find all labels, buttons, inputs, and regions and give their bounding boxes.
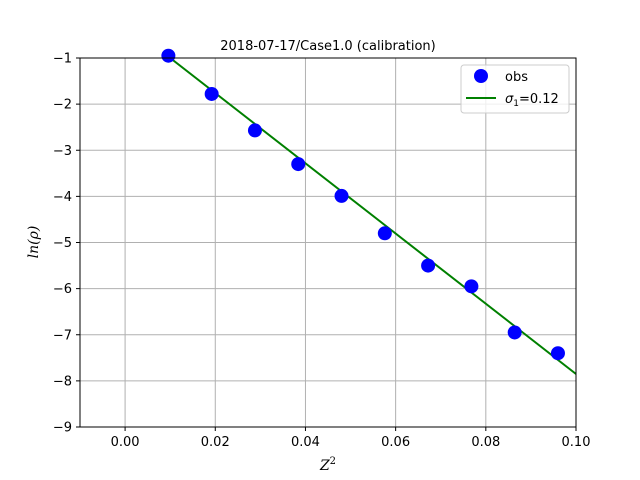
x-ticks: 0.00 0.02 0.04 0.06 0.08 0.10: [111, 427, 591, 450]
obs-point: [204, 86, 219, 101]
x-axis-label: Z2: [319, 456, 336, 474]
legend-marker-obs: [474, 69, 488, 83]
y-ticks: −1 −2 −3 −4 −5 −6 −7 −8 −9: [53, 52, 80, 436]
series-layer: [169, 58, 576, 375]
y-tick-label: −6: [53, 282, 72, 297]
obs-point: [291, 157, 306, 172]
chart-title: 2018-07-17/Case1.0 (calibration): [220, 39, 436, 54]
obs-point: [247, 123, 262, 138]
obs-point: [550, 346, 565, 361]
legend-label-obs: obs: [505, 70, 528, 85]
legend: obs σ1=0.12: [460, 64, 570, 114]
obs-point: [377, 226, 392, 241]
x-tick-label: 0.06: [381, 435, 410, 450]
obs-point: [507, 325, 522, 340]
obs-point: [161, 48, 176, 63]
y-axis-label: ln(ρ): [26, 226, 42, 259]
x-tick-label: 0.02: [201, 435, 230, 450]
y-tick-label: −7: [53, 328, 72, 343]
x-tick-label: 0.10: [562, 435, 591, 450]
fit-line: [169, 58, 576, 375]
obs-point: [421, 258, 436, 273]
x-axis-label-sup: 2: [330, 456, 336, 467]
y-tick-label: −9: [53, 421, 72, 436]
points-layer: [161, 48, 565, 361]
plot-frame: [79, 57, 577, 428]
y-tick-label: −2: [53, 98, 72, 113]
y-tick-label: −1: [53, 52, 72, 67]
legend-box: [460, 64, 570, 114]
x-tick-label: 0.00: [111, 435, 140, 450]
x-tick-label: 0.04: [291, 435, 320, 450]
obs-point: [464, 279, 479, 294]
x-tick-label: 0.08: [471, 435, 500, 450]
y-tick-label: −8: [53, 374, 72, 389]
obs-point: [334, 188, 349, 203]
legend-label-sigma: σ1=0.12: [505, 92, 559, 109]
y-tick-label: −5: [53, 236, 72, 251]
y-tick-label: −4: [53, 190, 72, 205]
y-tick-label: −3: [53, 144, 72, 159]
